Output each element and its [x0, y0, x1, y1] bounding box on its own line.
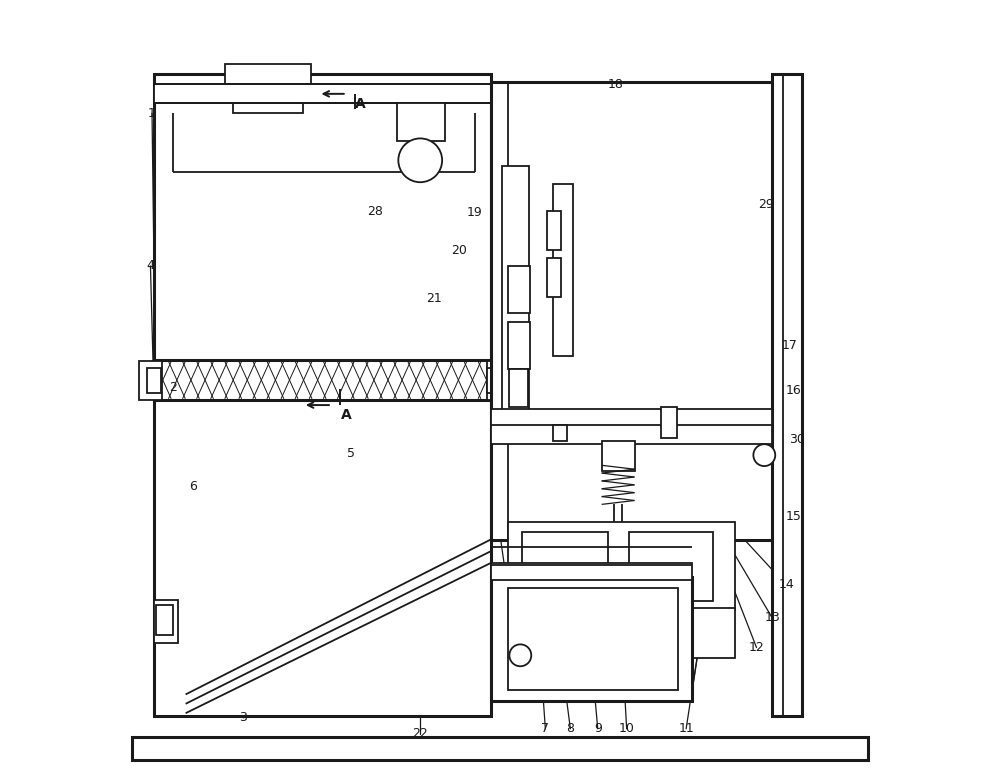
- Bar: [553, 184, 573, 356]
- Text: 3: 3: [240, 712, 247, 724]
- Text: 12: 12: [749, 641, 764, 654]
- Bar: [508, 322, 530, 369]
- Bar: [508, 608, 735, 658]
- Bar: [154, 74, 491, 716]
- Text: 17: 17: [781, 339, 797, 352]
- Bar: [154, 600, 178, 643]
- Bar: [661, 407, 677, 438]
- Text: 1: 1: [148, 107, 156, 120]
- Text: 15: 15: [786, 510, 802, 522]
- Bar: [508, 588, 678, 690]
- Bar: [132, 737, 868, 760]
- Text: 9: 9: [594, 723, 602, 735]
- Text: 28: 28: [367, 205, 383, 217]
- Bar: [491, 563, 692, 580]
- Text: A: A: [340, 408, 351, 422]
- Text: 30: 30: [789, 433, 805, 446]
- Bar: [553, 425, 567, 441]
- Bar: [225, 64, 311, 94]
- Text: 6: 6: [190, 480, 197, 493]
- Bar: [397, 103, 445, 141]
- Bar: [487, 368, 502, 393]
- Circle shape: [753, 444, 775, 466]
- Bar: [502, 166, 529, 416]
- Text: 5: 5: [347, 447, 355, 460]
- Text: 10: 10: [619, 723, 635, 735]
- Bar: [547, 211, 561, 250]
- Text: A: A: [355, 97, 366, 111]
- Bar: [508, 266, 530, 313]
- Bar: [522, 532, 608, 601]
- Bar: [491, 409, 772, 426]
- Text: 13: 13: [764, 612, 780, 624]
- Bar: [154, 84, 796, 103]
- Bar: [547, 258, 561, 297]
- Text: 2: 2: [169, 381, 177, 393]
- Text: 19: 19: [467, 206, 483, 219]
- Text: 11: 11: [678, 723, 694, 735]
- Bar: [139, 361, 162, 400]
- Text: 16: 16: [786, 385, 802, 397]
- Text: 8: 8: [566, 723, 574, 735]
- Text: 29: 29: [758, 199, 774, 211]
- Bar: [509, 369, 528, 407]
- Text: 21: 21: [426, 292, 442, 305]
- Text: 20: 20: [451, 244, 467, 256]
- Circle shape: [509, 644, 531, 666]
- Text: 4: 4: [147, 260, 154, 272]
- Bar: [233, 91, 303, 113]
- Text: 14: 14: [778, 579, 794, 591]
- Bar: [147, 368, 161, 393]
- Bar: [772, 74, 802, 716]
- Bar: [491, 577, 692, 701]
- Bar: [491, 425, 772, 444]
- Text: 7: 7: [541, 723, 549, 735]
- Bar: [487, 361, 511, 400]
- Bar: [629, 532, 713, 601]
- Bar: [508, 522, 735, 610]
- Text: 18: 18: [608, 78, 624, 91]
- Bar: [491, 82, 796, 540]
- Text: 22: 22: [412, 727, 428, 740]
- Bar: [156, 605, 173, 635]
- Bar: [602, 441, 635, 471]
- Bar: [154, 360, 491, 400]
- Circle shape: [398, 138, 442, 182]
